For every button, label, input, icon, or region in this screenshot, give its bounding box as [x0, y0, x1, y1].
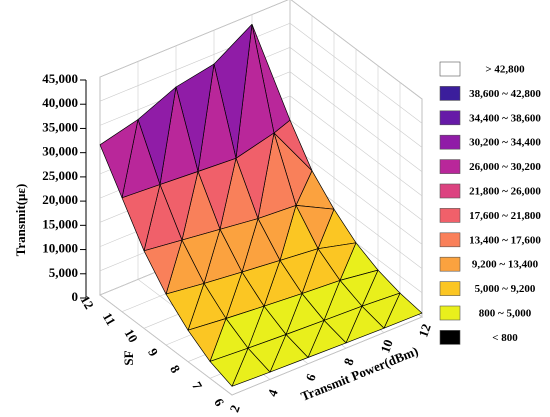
y-tick-label: 9	[145, 346, 161, 360]
legend-swatch	[439, 134, 461, 150]
x-tick-label: 2	[226, 403, 242, 414]
legend-swatch	[439, 61, 461, 77]
legend-swatch	[439, 183, 461, 199]
y-tick-label: 10	[122, 326, 141, 345]
z-tick-label: 10,000	[42, 241, 78, 256]
z-axis-label: Transmit(με)	[13, 184, 28, 257]
z-tick-label: 5,000	[49, 265, 78, 280]
x-tick-label: 10	[377, 337, 396, 354]
legend-label: 800 ~ 5,000	[479, 308, 532, 320]
y-tick-label: 7	[189, 379, 205, 393]
legend-label: 9,200 ~ 13,400	[472, 259, 539, 271]
legend-label: > 42,800	[485, 64, 525, 76]
surface-facet	[99, 119, 139, 199]
legend-swatch	[439, 159, 461, 174]
legend-label: 34,400 ~ 38,600	[469, 112, 541, 124]
surface-facet	[209, 347, 249, 387]
legend-label: 30,200 ~ 34,400	[469, 137, 541, 149]
z-tick-label: 35,000	[42, 119, 78, 134]
z-tick-label: 15,000	[42, 216, 78, 231]
z-tick-label: 0	[72, 289, 79, 304]
x-tick-label: 8	[340, 356, 356, 368]
surface-facet	[165, 283, 205, 331]
legend-swatch	[439, 281, 461, 296]
y-tick-label: 12	[78, 293, 97, 312]
z-tick-label: 45,000	[42, 71, 78, 86]
legend-swatch	[439, 305, 461, 321]
z-tick-label: 40,000	[42, 95, 78, 110]
legend-swatch	[439, 256, 461, 272]
legend-swatch	[439, 110, 461, 126]
y-tick-label: 6	[211, 396, 227, 410]
legend-label: 21,800 ~ 26,000	[469, 186, 541, 198]
y-grid-line	[231, 99, 423, 396]
legend-label: 5,000 ~ 9,200	[475, 283, 536, 295]
legend-swatch	[439, 330, 461, 345]
y-axis-label: SF	[121, 350, 136, 365]
z-tick-label: 20,000	[42, 192, 78, 207]
surface-facet	[187, 318, 227, 362]
legend-swatch	[439, 86, 461, 101]
legend-label: 38,600 ~ 42,800	[469, 88, 541, 100]
legend-label: < 800	[492, 332, 518, 344]
z-tick-label: 30,000	[42, 144, 78, 159]
x-tick-label: 12	[415, 322, 434, 339]
legend-swatch	[439, 232, 461, 248]
legend-label: 13,400 ~ 17,600	[469, 234, 541, 246]
x-tick-label: 4	[264, 387, 280, 399]
z-tick-label: 25,000	[42, 168, 78, 183]
legend-swatch	[439, 208, 461, 223]
legend-label: 17,600 ~ 21,800	[469, 210, 541, 222]
surface-facet	[121, 184, 161, 252]
surface-facet	[143, 239, 183, 295]
z-grid-line	[99, 0, 423, 100]
y-tick-label: 11	[100, 310, 119, 328]
x-tick-label: 6	[302, 371, 318, 383]
legend-label: 26,000 ~ 30,200	[469, 161, 541, 173]
y-tick-label: 8	[167, 362, 183, 376]
